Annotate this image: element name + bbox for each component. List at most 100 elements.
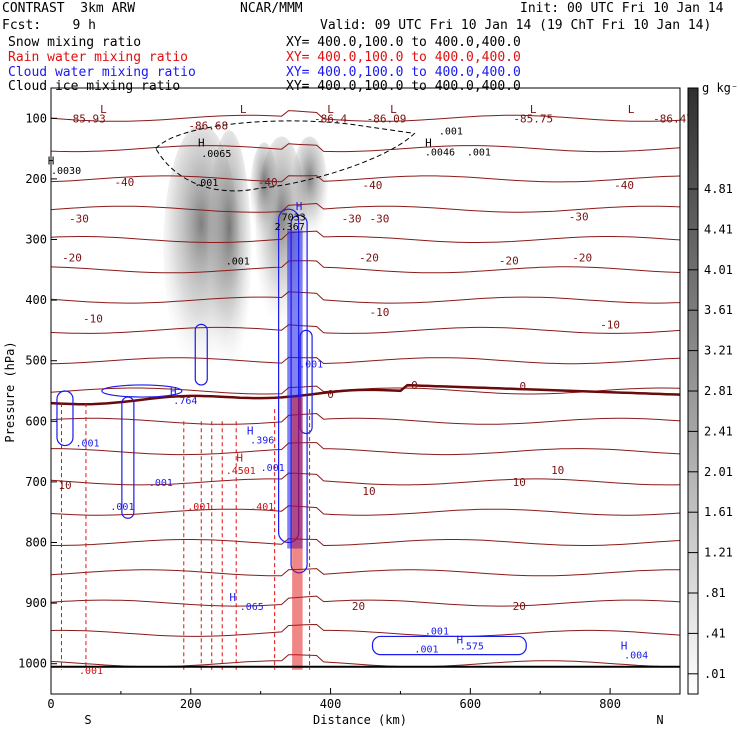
cloud-ice-contour [155, 120, 416, 192]
plot-frame: 0 200 400 600 800100200300400500600700800900… [18, 87, 681, 711]
y-tick-label-6: 700 [25, 475, 47, 489]
isotherm-label-17: -20 [572, 252, 592, 265]
isotherm-label-2: -86.4 [314, 112, 347, 125]
isotherm-line-14 [51, 538, 681, 547]
org-label: NCAR/MMM [240, 1, 303, 16]
isotherm-line-0 [50, 110, 681, 122]
isotherm-label-29: 20 [513, 600, 526, 613]
extremum-marker-10: H [247, 424, 254, 437]
isotherm-label-9: -40 [614, 179, 634, 192]
x-end-label-north: N [656, 713, 663, 727]
isotherm-label-3: -86.09 [367, 112, 407, 125]
cloud-water-contour-6 [101, 384, 183, 398]
x-tick-label-3: 600 [459, 697, 481, 711]
isotherm-line-1 [50, 143, 681, 153]
hydrometeor-contour-layer [51, 120, 680, 670]
extremum-marker-1: L [240, 103, 247, 116]
isotherm-label-6: -40 [114, 176, 134, 189]
value-label-18: .401 [250, 502, 274, 513]
snow-plume-3 [291, 136, 328, 240]
value-label-14: .001 [110, 502, 134, 513]
value-label-17: .001 [187, 502, 211, 513]
isotherm-label-7: -40 [258, 176, 278, 189]
isotherm-label-10: -30 [69, 212, 89, 225]
isotherm-label-18: -10 [83, 312, 103, 325]
y-tick-label-9: 1000 [18, 657, 47, 671]
value-label-19: .001 [79, 666, 103, 677]
field-cloudwater-xy: XY= 400.0,100.0 to 400.0,400.0 [286, 65, 521, 80]
colorbar: .01 .41 .81 1.21 1.61 2.01 2.41 2.81 3.21 3.61 4.0… [687, 81, 740, 695]
value-label-0: .001 [439, 126, 463, 137]
isotherm-label-20: -10 [600, 318, 620, 331]
isotherm-line-8 [50, 356, 681, 365]
isotherm-label-24: 10 [58, 479, 71, 492]
isotherm-label-25: 10 [362, 485, 375, 498]
value-label-4: .0065 [201, 149, 231, 160]
colorbar-unit: g kg⁻¹ [702, 81, 740, 95]
isotherm-layer [50, 110, 681, 668]
colorbar-label-12: 4.81 [704, 182, 733, 196]
colorbar-label-6: 2.41 [704, 424, 733, 438]
snow-plume-1 [207, 130, 252, 373]
isotherm-label-21: 0 [327, 388, 334, 401]
snow-plume-4 [250, 142, 279, 240]
y-tick-label-5: 600 [25, 414, 47, 428]
isotherm-label-15: -20 [359, 252, 379, 265]
field-cloudice-name: Cloud ice mixing ratio [8, 79, 181, 94]
snow-shading-layer [163, 124, 328, 373]
y-axis-label: Pressure (hPa) [3, 341, 17, 442]
y-tick-label-7: 800 [25, 536, 47, 550]
rain-core [292, 397, 303, 670]
isotherm-line-6 [50, 291, 681, 304]
value-label-2: .001 [467, 148, 491, 159]
field-cloudwater-name: Cloud water mixing ratio [8, 65, 196, 80]
extremum-marker-7: H [198, 137, 205, 150]
colorbar-label-10: 4.01 [704, 263, 733, 277]
colorbar-label-8: 3.21 [704, 344, 733, 358]
colorbar-label-3: 1.21 [704, 546, 733, 560]
extremum-marker-4: L [530, 103, 537, 116]
forecast-hour: Fcst: 9 h [2, 18, 96, 33]
isotherm-label-19: -10 [370, 306, 390, 319]
extremum-marker-11: H [236, 452, 243, 465]
isotherm-label-26: 10 [513, 476, 526, 489]
extremum-marker-3: L [390, 103, 397, 116]
extremum-marker-2: L [327, 103, 334, 116]
isotherm-label-12: -30 [370, 212, 390, 225]
extremum-marker-0: L [100, 103, 107, 116]
field-rain-name: Rain water mixing ratio [8, 50, 189, 65]
x-tick-label-4: 800 [599, 697, 621, 711]
value-label-15: .001 [261, 463, 285, 474]
extremum-marker-5: L [628, 103, 635, 116]
value-label-8: 2.367 [275, 222, 305, 233]
colorbar-label-4: 1.61 [704, 505, 733, 519]
extremum-marker-8: H [425, 137, 432, 150]
isotherm-label-27: 10 [551, 464, 564, 477]
value-label-21: .001 [425, 626, 449, 637]
label-layer: -85.93 -86.68 -86.4 -86.09 -85.75 -86.47 -40 -4… [48, 103, 693, 677]
value-label-16: .4501 [226, 466, 256, 477]
x-tick-label-2: 400 [320, 697, 342, 711]
isotherm-label-8: -40 [363, 179, 383, 192]
isotherm-label-4: -85.75 [513, 112, 553, 125]
extremum-marker-15: H [621, 640, 628, 653]
isotherm-line-10 [50, 412, 681, 425]
extremum-marker-14: H [457, 633, 464, 646]
value-label-1: .0046 [425, 148, 455, 159]
isotherm-line-4 [50, 230, 681, 243]
y-tick-label-3: 400 [25, 293, 47, 307]
colorbar-label-0: .01 [704, 667, 726, 681]
isotherm-line-12 [50, 472, 681, 486]
extremum-marker-13: H [229, 591, 236, 604]
value-label-20: .065 [240, 602, 264, 613]
colorbar-label-11: 4.41 [704, 222, 733, 236]
isotherm-line-2 [50, 175, 681, 183]
field-snow-name: Snow mixing ratio [8, 35, 142, 50]
isotherm-label-13: -30 [569, 210, 589, 223]
value-label-11: .396 [250, 435, 274, 446]
isotherm-line-11 [51, 442, 681, 456]
field-cloudice-xy: XY= 400.0,100.0 to 400.0,400.0 [286, 79, 521, 94]
colorbar-label-1: .41 [704, 626, 726, 640]
value-label-24: .004 [624, 651, 648, 662]
